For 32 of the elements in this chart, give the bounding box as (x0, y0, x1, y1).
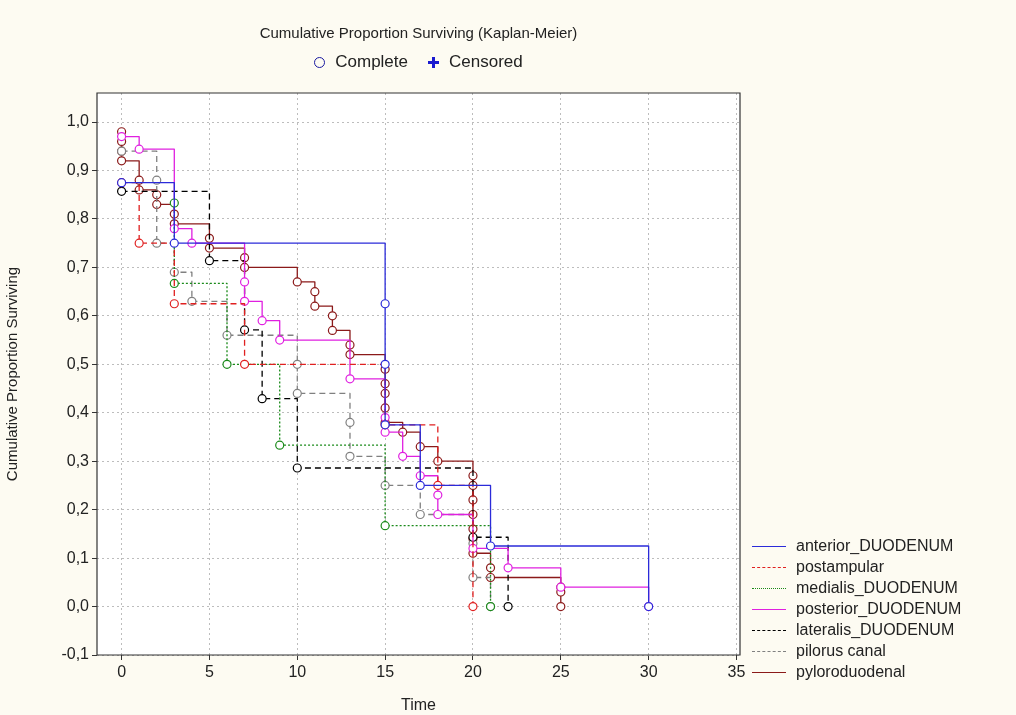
legend-label: anterior_DUODENUM (796, 537, 954, 554)
y-tick-label: 0,9 (66, 160, 90, 178)
x-axis-title: Time (401, 695, 437, 713)
x-tick-label: 35 (727, 663, 746, 681)
legend-label: lateralis_DUODENUM (796, 621, 955, 638)
x-tick-label: 10 (288, 663, 307, 681)
chart-title: Cumulative Proportion Surviving (Kaplan-Meier) (258, 24, 579, 41)
y-tick-label: 0,6 (66, 306, 90, 324)
x-tick-label: 5 (204, 663, 214, 681)
x-tick-label: 20 (464, 663, 482, 681)
text: Censored (449, 52, 523, 71)
x-tick-label: 25 (551, 663, 570, 681)
x-tick-label: 0 (117, 663, 127, 681)
y-tick-label: -0,1 (61, 645, 90, 663)
legend-label: postampular (796, 558, 885, 575)
x-tick-label: 30 (639, 663, 658, 681)
y-tick-label: 0,2 (66, 500, 90, 518)
y-tick-label: 0,0 (66, 596, 90, 614)
y-tick-label: 1,0 (66, 112, 90, 130)
legend-label: pyloroduodenal (796, 663, 906, 680)
text: Complete (335, 52, 409, 71)
y-tick-label: 0,8 (66, 209, 90, 227)
y-tick-label: 0,5 (66, 354, 90, 372)
y-tick-label: 0,7 (66, 257, 90, 275)
y-axis-title: Cumulative Proportion Surviving (3, 266, 21, 482)
legend-label: medialis_DUODENUM (796, 579, 958, 596)
y-tick-label: 0,4 (66, 403, 90, 421)
y-tick-label: 0,3 (66, 451, 90, 469)
x-tick-label: 15 (376, 663, 395, 681)
legend-label: pilorus canal (796, 642, 886, 659)
legend-label: posterior_DUODENUM (796, 600, 962, 617)
y-tick-label: 0,1 (66, 548, 90, 566)
